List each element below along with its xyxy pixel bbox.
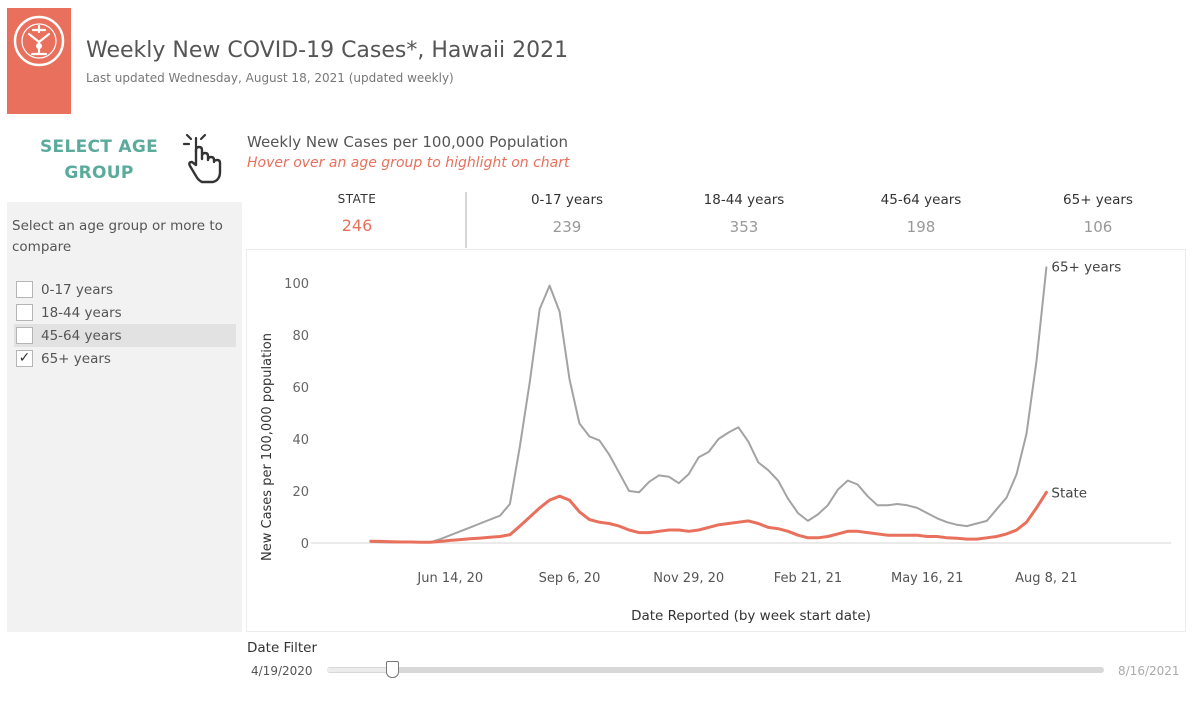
checkbox-65-plus[interactable]: ✓ — [16, 350, 33, 367]
summary-label: 45-64 years — [880, 192, 962, 208]
checkbox-45-64[interactable] — [16, 327, 33, 344]
y-tick-label: 100 — [284, 277, 309, 292]
y-tick-label: 80 — [292, 329, 309, 344]
summary-value: 106 — [1083, 218, 1113, 236]
summary-age-18-44[interactable]: 18-44 years 353 — [694, 192, 794, 236]
date-slider-range — [327, 668, 394, 672]
summary-value: 239 — [552, 218, 582, 236]
age-option-0-17[interactable]: 0-17 years — [14, 278, 236, 301]
x-tick-label: Feb 21, 21 — [774, 571, 843, 586]
summary-label: 0-17 years — [530, 192, 604, 208]
summary-age-45-64[interactable]: 45-64 years 198 — [871, 192, 971, 236]
y-axis-label: New Cases per 100,000 population — [260, 333, 275, 561]
summary-age-0-17[interactable]: 0-17 years 239 — [517, 192, 617, 236]
date-filter-start: 4/19/2020 — [251, 664, 313, 678]
x-tick-label: May 16, 21 — [891, 571, 963, 586]
page-title: Weekly New COVID-19 Cases*, Hawaii 2021 — [86, 38, 569, 63]
checkbox-18-44[interactable] — [16, 304, 33, 321]
y-tick-label: 60 — [292, 381, 309, 396]
x-tick-label: Aug 8, 21 — [1015, 571, 1078, 586]
summary-value: 353 — [729, 218, 759, 236]
summary-label: STATE — [337, 192, 377, 206]
chart-title: Weekly New Cases per 100,000 Population — [247, 133, 568, 151]
state-seal-icon — [13, 15, 65, 67]
age-65-plus-series-line[interactable] — [369, 266, 1048, 544]
x-axis-label: Date Reported (by week start date) — [631, 608, 871, 624]
summary-value: 246 — [341, 216, 373, 235]
weekly-cases-line-chart[interactable]: 0 20 40 60 80 100 Jun 14, 20 Sep 6, 20 Nov 29, … — [246, 249, 1186, 634]
option-label: 0-17 years — [41, 281, 114, 298]
option-label: 65+ years — [41, 350, 111, 367]
option-label: 18-44 years — [41, 304, 122, 321]
summary-divider — [465, 192, 467, 248]
x-tick-label: Nov 29, 20 — [653, 571, 724, 586]
age-65-plus-line-label: 65+ years — [1051, 259, 1121, 275]
last-updated-text: Last updated Wednesday, August 18, 2021 … — [86, 71, 454, 85]
date-slider-handle[interactable] — [386, 661, 399, 678]
age-option-45-64[interactable]: 45-64 years — [14, 324, 236, 347]
checkbox-0-17[interactable] — [16, 281, 33, 298]
summary-value: 198 — [906, 218, 936, 236]
age-option-65-plus[interactable]: ✓ 65+ years — [14, 347, 236, 370]
state-series-line[interactable] — [369, 490, 1048, 544]
summary-label: 65+ years — [1063, 192, 1133, 208]
checkmark-icon: ✓ — [18, 350, 31, 366]
pointer-hand-icon — [182, 133, 222, 184]
age-group-panel: Select an age group or more to compare 0… — [7, 202, 242, 632]
y-tick-label: 0 — [301, 537, 309, 552]
health-department-logo — [7, 8, 71, 114]
option-label: 45-64 years — [41, 327, 122, 344]
chart-frame — [246, 249, 1186, 632]
chart-hint: Hover over an age group to highlight on … — [247, 155, 570, 171]
summary-label: 18-44 years — [703, 192, 785, 208]
date-slider-track[interactable] — [327, 667, 1104, 673]
date-filter-title: Date Filter — [247, 640, 317, 656]
y-tick-label: 40 — [292, 433, 309, 448]
select-age-group-title: SELECT AGE GROUP — [39, 137, 158, 183]
x-tick-label: Sep 6, 20 — [539, 571, 601, 586]
summary-state[interactable]: STATE 246 — [317, 192, 397, 235]
age-option-18-44[interactable]: 18-44 years — [14, 301, 236, 324]
y-tick-label: 20 — [292, 485, 309, 500]
date-filter-end: 8/16/2021 — [1118, 664, 1180, 678]
panel-description: Select an age group or more to compare — [12, 218, 223, 255]
state-line-label: State — [1051, 485, 1087, 501]
summary-age-65-plus[interactable]: 65+ years 106 — [1048, 192, 1148, 236]
x-tick-label: Jun 14, 20 — [416, 571, 483, 586]
